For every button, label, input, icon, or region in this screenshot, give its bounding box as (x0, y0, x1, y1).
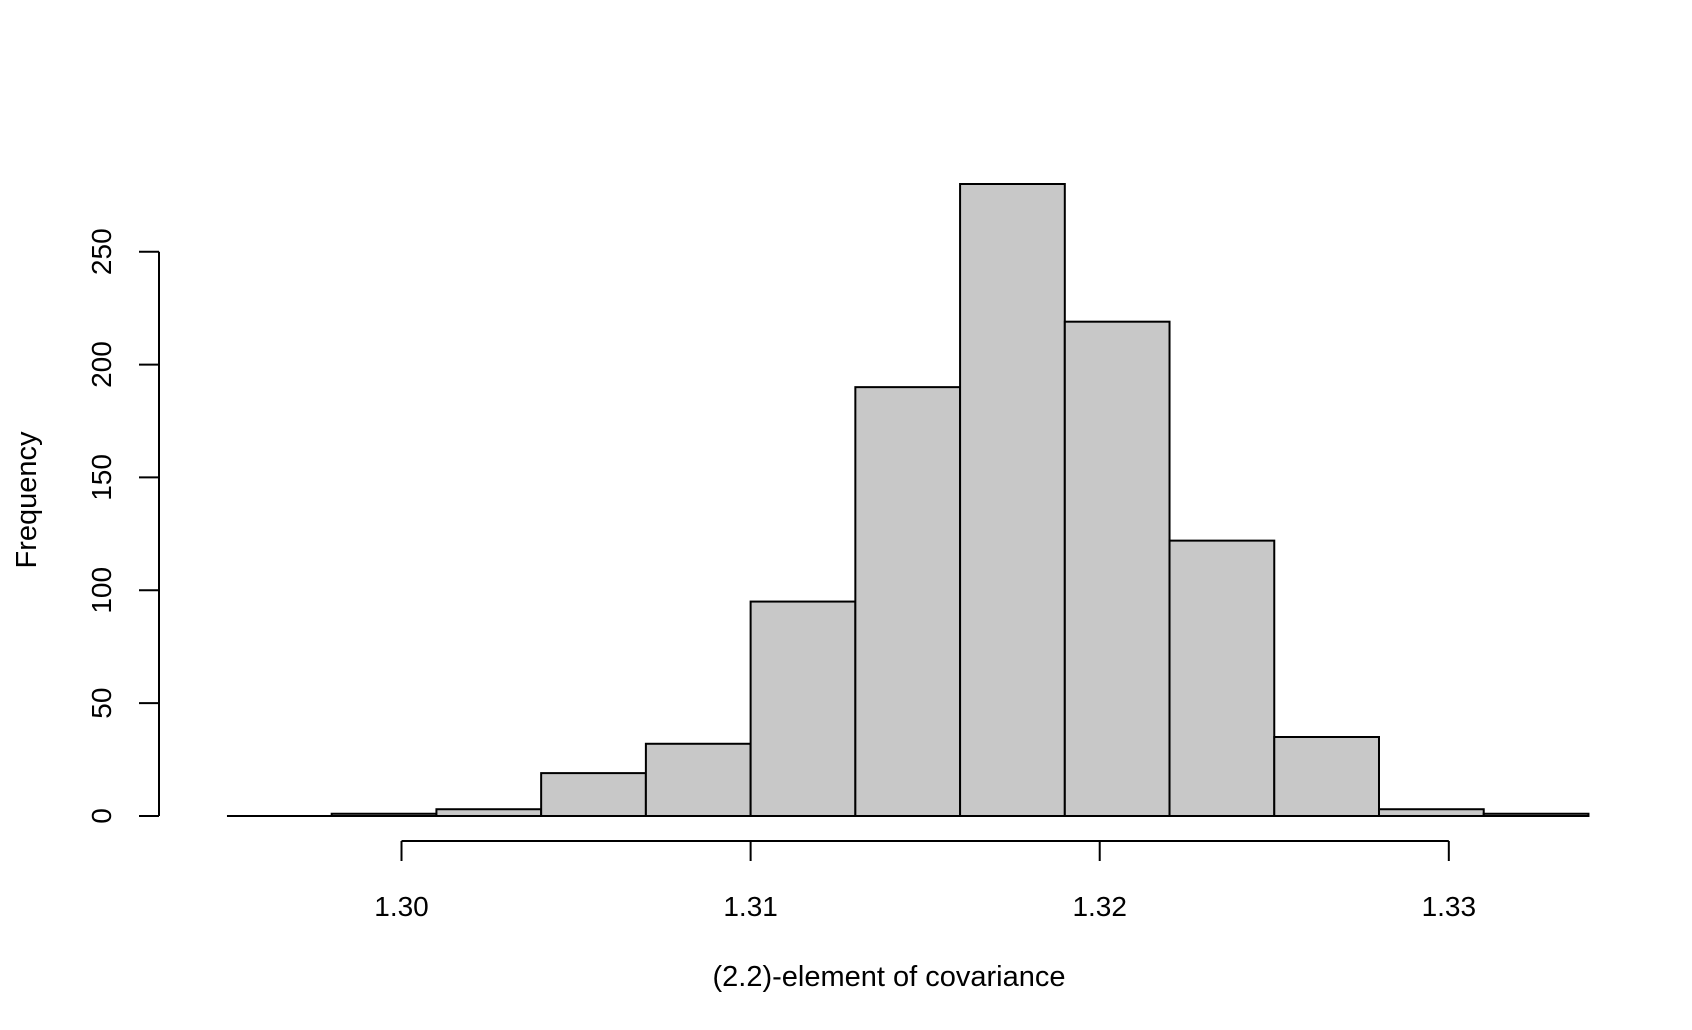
x-tick-label: 1.31 (723, 891, 778, 922)
y-tick-label: 250 (86, 228, 117, 275)
histogram-bar (435, 808, 543, 818)
histogram-bar (540, 772, 647, 817)
histogram-bar (1377, 808, 1485, 818)
histogram-bar (1168, 539, 1276, 818)
histogram-bar (749, 600, 857, 817)
x-axis: 1.30 1.31 1.32 1.33 (374, 840, 1477, 922)
histogram-bar (959, 183, 1066, 817)
y-tick-label: 150 (86, 454, 117, 501)
histogram-bar (330, 812, 438, 818)
histogram-bar (1482, 812, 1590, 818)
y-tick-label: 0 (86, 808, 117, 824)
y-axis-title: Frequency (11, 431, 43, 569)
histogram-bar (1063, 320, 1171, 817)
y-tick-label: 200 (86, 341, 117, 388)
histogram-bar (854, 386, 962, 817)
histogram-bar (1273, 736, 1380, 817)
y-tick-label: 50 (86, 688, 117, 719)
x-axis-title: (2.2)-element of covariance (713, 961, 1066, 993)
histogram-bar (644, 742, 752, 817)
x-tick-label: 1.30 (374, 891, 429, 922)
y-axis: 0 50 100 150 200 250 (86, 228, 160, 824)
x-tick-label: 1.32 (1072, 891, 1127, 922)
histogram-bars (226, 183, 1590, 818)
x-tick-label: 1.33 (1422, 891, 1477, 922)
y-tick-label: 100 (86, 567, 117, 614)
